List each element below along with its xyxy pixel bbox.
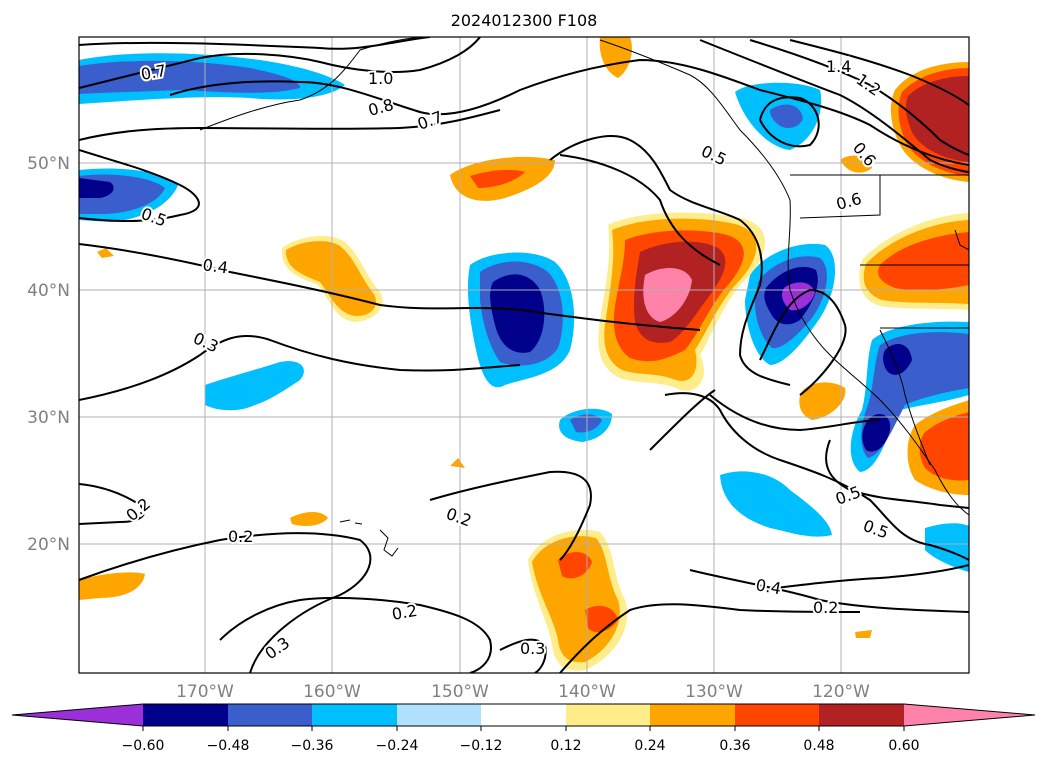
lat-label-40n: 40°N (27, 281, 70, 301)
colorbar-seg-5 (481, 704, 566, 726)
colorbar-seg-6 (566, 704, 650, 726)
map-plot-area: 1.4 1.2 1.0 0.8 0.7 0.7 0.6 0.6 0.5 0.5 … (79, 37, 969, 673)
lat-label-50n: 50°N (27, 154, 70, 174)
coastlines (199, 37, 969, 557)
shade-blue-southwest (205, 361, 304, 411)
colorbar-seg-9 (819, 704, 904, 726)
colorbar-tick-10: 0.60 (888, 738, 919, 754)
colorbar-seg-3 (312, 704, 397, 726)
colorbar-tick-7: 0.24 (634, 738, 665, 754)
lon-label-130w: 130°W (685, 682, 743, 702)
contour-label-0-2-east: 0.2 (813, 598, 838, 617)
contour-label-0-3-bottom: 0.3 (520, 639, 545, 658)
colorbar-tick-1: −0.60 (122, 738, 165, 754)
lon-label-160w: 160°W (303, 682, 361, 702)
contour-label-0-4: 0.4 (201, 255, 229, 277)
latitude-labels: 50°N 40°N 30°N 20°N (27, 154, 70, 555)
shade-blue-south (720, 471, 832, 537)
lat-lon-gridlines (79, 37, 969, 673)
colorbar-seg-2 (228, 704, 312, 726)
colorbar-tick-6: 0.12 (550, 738, 581, 754)
height-contours (79, 37, 969, 673)
colorbar-seg-7 (650, 704, 735, 726)
colorbar: −0.60 −0.48 −0.36 −0.24 −0.12 0.12 0.24 … (11, 703, 1036, 754)
lon-label-140w: 140°W (558, 682, 616, 702)
shaded-anomaly-fields (79, 37, 969, 671)
lon-label-150w: 150°W (431, 682, 489, 702)
lat-label-30n: 30°N (27, 408, 70, 428)
colorbar-tick-3: −0.36 (291, 738, 334, 754)
map-frame (78, 36, 970, 674)
lon-label-120w: 120°W (812, 682, 870, 702)
colorbar-tick-9: 0.48 (803, 738, 834, 754)
colorbar-tick-5: −0.12 (460, 738, 503, 754)
contour-label-1-0: 1.0 (368, 69, 393, 88)
contour-label-0-2-mid: 0.2 (228, 527, 253, 546)
colorbar-seg-8 (735, 704, 819, 726)
colorbar-extend-high (904, 704, 1035, 726)
colorbar-tick-2: −0.48 (207, 738, 250, 754)
map-title: 2024012300 F108 (451, 11, 598, 30)
colorbar-tick-8: 0.36 (719, 738, 750, 754)
colorbar-seg-4 (397, 704, 481, 726)
shade-orange-southeast (799, 382, 846, 420)
lon-label-170w: 170°W (176, 682, 234, 702)
lat-label-20n: 20°N (27, 535, 70, 555)
colorbar-tick-4: −0.24 (376, 738, 419, 754)
longitude-labels: 170°W 160°W 150°W 140°W 130°W 120°W (176, 682, 870, 702)
contour-label-1-4: 1.4 (826, 57, 851, 76)
colorbar-extend-low (12, 704, 143, 726)
colorbar-seg-1 (143, 704, 228, 726)
